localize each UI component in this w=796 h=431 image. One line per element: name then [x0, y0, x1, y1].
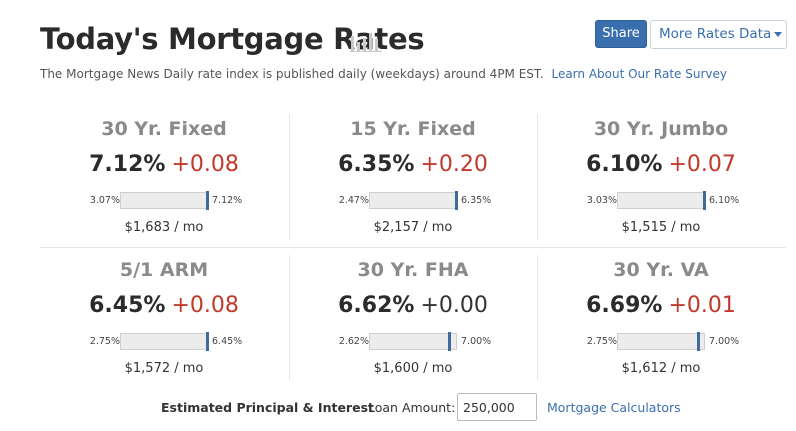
rate-range: 2.62% 7.00%: [289, 332, 537, 351]
rate-change: +0.20: [420, 152, 488, 177]
rate-value: 6.10%: [586, 152, 663, 177]
rate-value: 6.35%: [338, 152, 415, 177]
rate-name: 30 Yr. Fixed: [101, 118, 227, 140]
more-rates-data-dropdown[interactable]: More Rates Data: [650, 20, 787, 49]
rate-change: +0.08: [171, 152, 239, 177]
range-marker: [206, 332, 209, 351]
column-divider: [289, 114, 290, 240]
column-divider: [537, 255, 538, 381]
range-bar: [369, 332, 457, 351]
range-bar: [617, 332, 705, 351]
rate-range: 2.75% 7.00%: [537, 332, 785, 351]
rate-range: 2.47% 6.35%: [289, 191, 537, 210]
rate-value-row: 6.45% +0.08: [40, 293, 288, 318]
range-high: 6.45%: [212, 336, 243, 347]
subtitle: The Mortgage News Daily rate index is pu…: [40, 67, 727, 81]
caret-down-icon: [774, 31, 783, 37]
share-button[interactable]: Share: [595, 20, 647, 48]
range-high: 6.35%: [461, 195, 492, 206]
range-high: 7.00%: [709, 336, 740, 347]
monthly-payment: $2,157 / mo: [373, 220, 453, 235]
rate-value-row: 6.69% +0.01: [537, 293, 785, 318]
rate-name: 30 Yr. Jumbo: [593, 118, 729, 140]
payment-estimator: Estimated Principal & Interest Loan Amou…: [0, 393, 796, 423]
rate-range: 2.75% 6.45%: [40, 332, 288, 351]
rate-name: 15 Yr. Fixed: [350, 118, 476, 140]
range-marker: [206, 191, 209, 210]
range-high: 7.12%: [212, 195, 243, 206]
monthly-payment: $1,515 / mo: [621, 220, 701, 235]
monthly-payment: $1,683 / mo: [124, 220, 204, 235]
range-marker: [448, 332, 451, 351]
rate-value: 6.69%: [586, 293, 663, 318]
rate-name: 30 Yr. VA: [613, 259, 709, 281]
rate-range: 3.03% 6.10%: [537, 191, 785, 210]
rate-value-row: 6.10% +0.07: [537, 152, 785, 177]
range-bar: [369, 191, 458, 210]
column-divider: [537, 114, 538, 240]
range-low: 3.07%: [89, 195, 120, 206]
rate-name: 30 Yr. FHA: [357, 259, 469, 281]
rate-survey-link[interactable]: Learn About Our Rate Survey: [551, 67, 727, 81]
range-low: 2.75%: [89, 336, 120, 347]
rate-card: 30 Yr. Jumbo 6.10% +0.07 3.03% 6.10% $1,515 /…: [537, 112, 785, 247]
more-rates-data-label: More Rates Data: [659, 26, 772, 42]
range-bar: [617, 191, 706, 210]
range-bar: [120, 332, 209, 351]
subtitle-text: The Mortgage News Daily rate index is pu…: [40, 67, 544, 81]
range-high: 6.10%: [709, 195, 740, 206]
rates-grid: 30 Yr. Fixed 7.12% +0.08 3.07% 7.12% $1,683 /…: [40, 112, 786, 382]
rate-change: +0.00: [420, 293, 488, 318]
rate-card: 30 Yr. VA 6.69% +0.01 2.75% 7.00% $1,612 / mo: [537, 253, 785, 388]
range-low: 2.75%: [586, 336, 617, 347]
rate-change: +0.01: [668, 293, 736, 318]
page-title: Today's Mortgage Rates: [40, 22, 425, 56]
rate-name: 5/1 ARM: [119, 259, 209, 281]
monthly-payment: $1,612 / mo: [621, 361, 701, 376]
rate-change: +0.07: [668, 152, 736, 177]
rate-card: 30 Yr. FHA 6.62% +0.00 2.62% 7.00% $1,600 / m…: [289, 253, 537, 388]
rate-value-row: 7.12% +0.08: [40, 152, 288, 177]
rate-card: 15 Yr. Fixed 6.35% +0.20 2.47% 6.35% $2,157 /…: [289, 112, 537, 247]
monthly-payment: $1,600 / mo: [373, 361, 453, 376]
rate-value-row: 6.62% +0.00: [289, 293, 537, 318]
rate-range: 3.07% 7.12%: [40, 191, 288, 210]
loan-amount-label: Loan Amount:: [368, 400, 456, 415]
row-divider: [40, 247, 786, 248]
mortgage-calculators-link[interactable]: Mortgage Calculators: [547, 400, 681, 415]
range-marker: [703, 191, 706, 210]
rate-value: 6.62%: [338, 293, 415, 318]
rate-card: 5/1 ARM 6.45% +0.08 2.75% 6.45% $1,572 / mo: [40, 253, 288, 388]
column-divider: [289, 255, 290, 381]
monthly-payment: $1,572 / mo: [124, 361, 204, 376]
range-marker: [455, 191, 458, 210]
rate-value: 6.45%: [89, 293, 166, 318]
bar-chart-icon[interactable]: [350, 30, 384, 52]
loan-amount-input[interactable]: [457, 393, 537, 421]
rate-card: 30 Yr. Fixed 7.12% +0.08 3.07% 7.12% $1,683 /…: [40, 112, 288, 247]
range-low: 3.03%: [586, 195, 617, 206]
rate-value-row: 6.35% +0.20: [289, 152, 537, 177]
range-bar: [120, 191, 209, 210]
rate-change: +0.08: [171, 293, 239, 318]
range-marker: [697, 332, 700, 351]
estimate-label: Estimated Principal & Interest: [161, 400, 374, 415]
rate-value: 7.12%: [89, 152, 166, 177]
range-low: 2.62%: [338, 336, 369, 347]
range-low: 2.47%: [338, 195, 369, 206]
range-high: 7.00%: [461, 336, 492, 347]
